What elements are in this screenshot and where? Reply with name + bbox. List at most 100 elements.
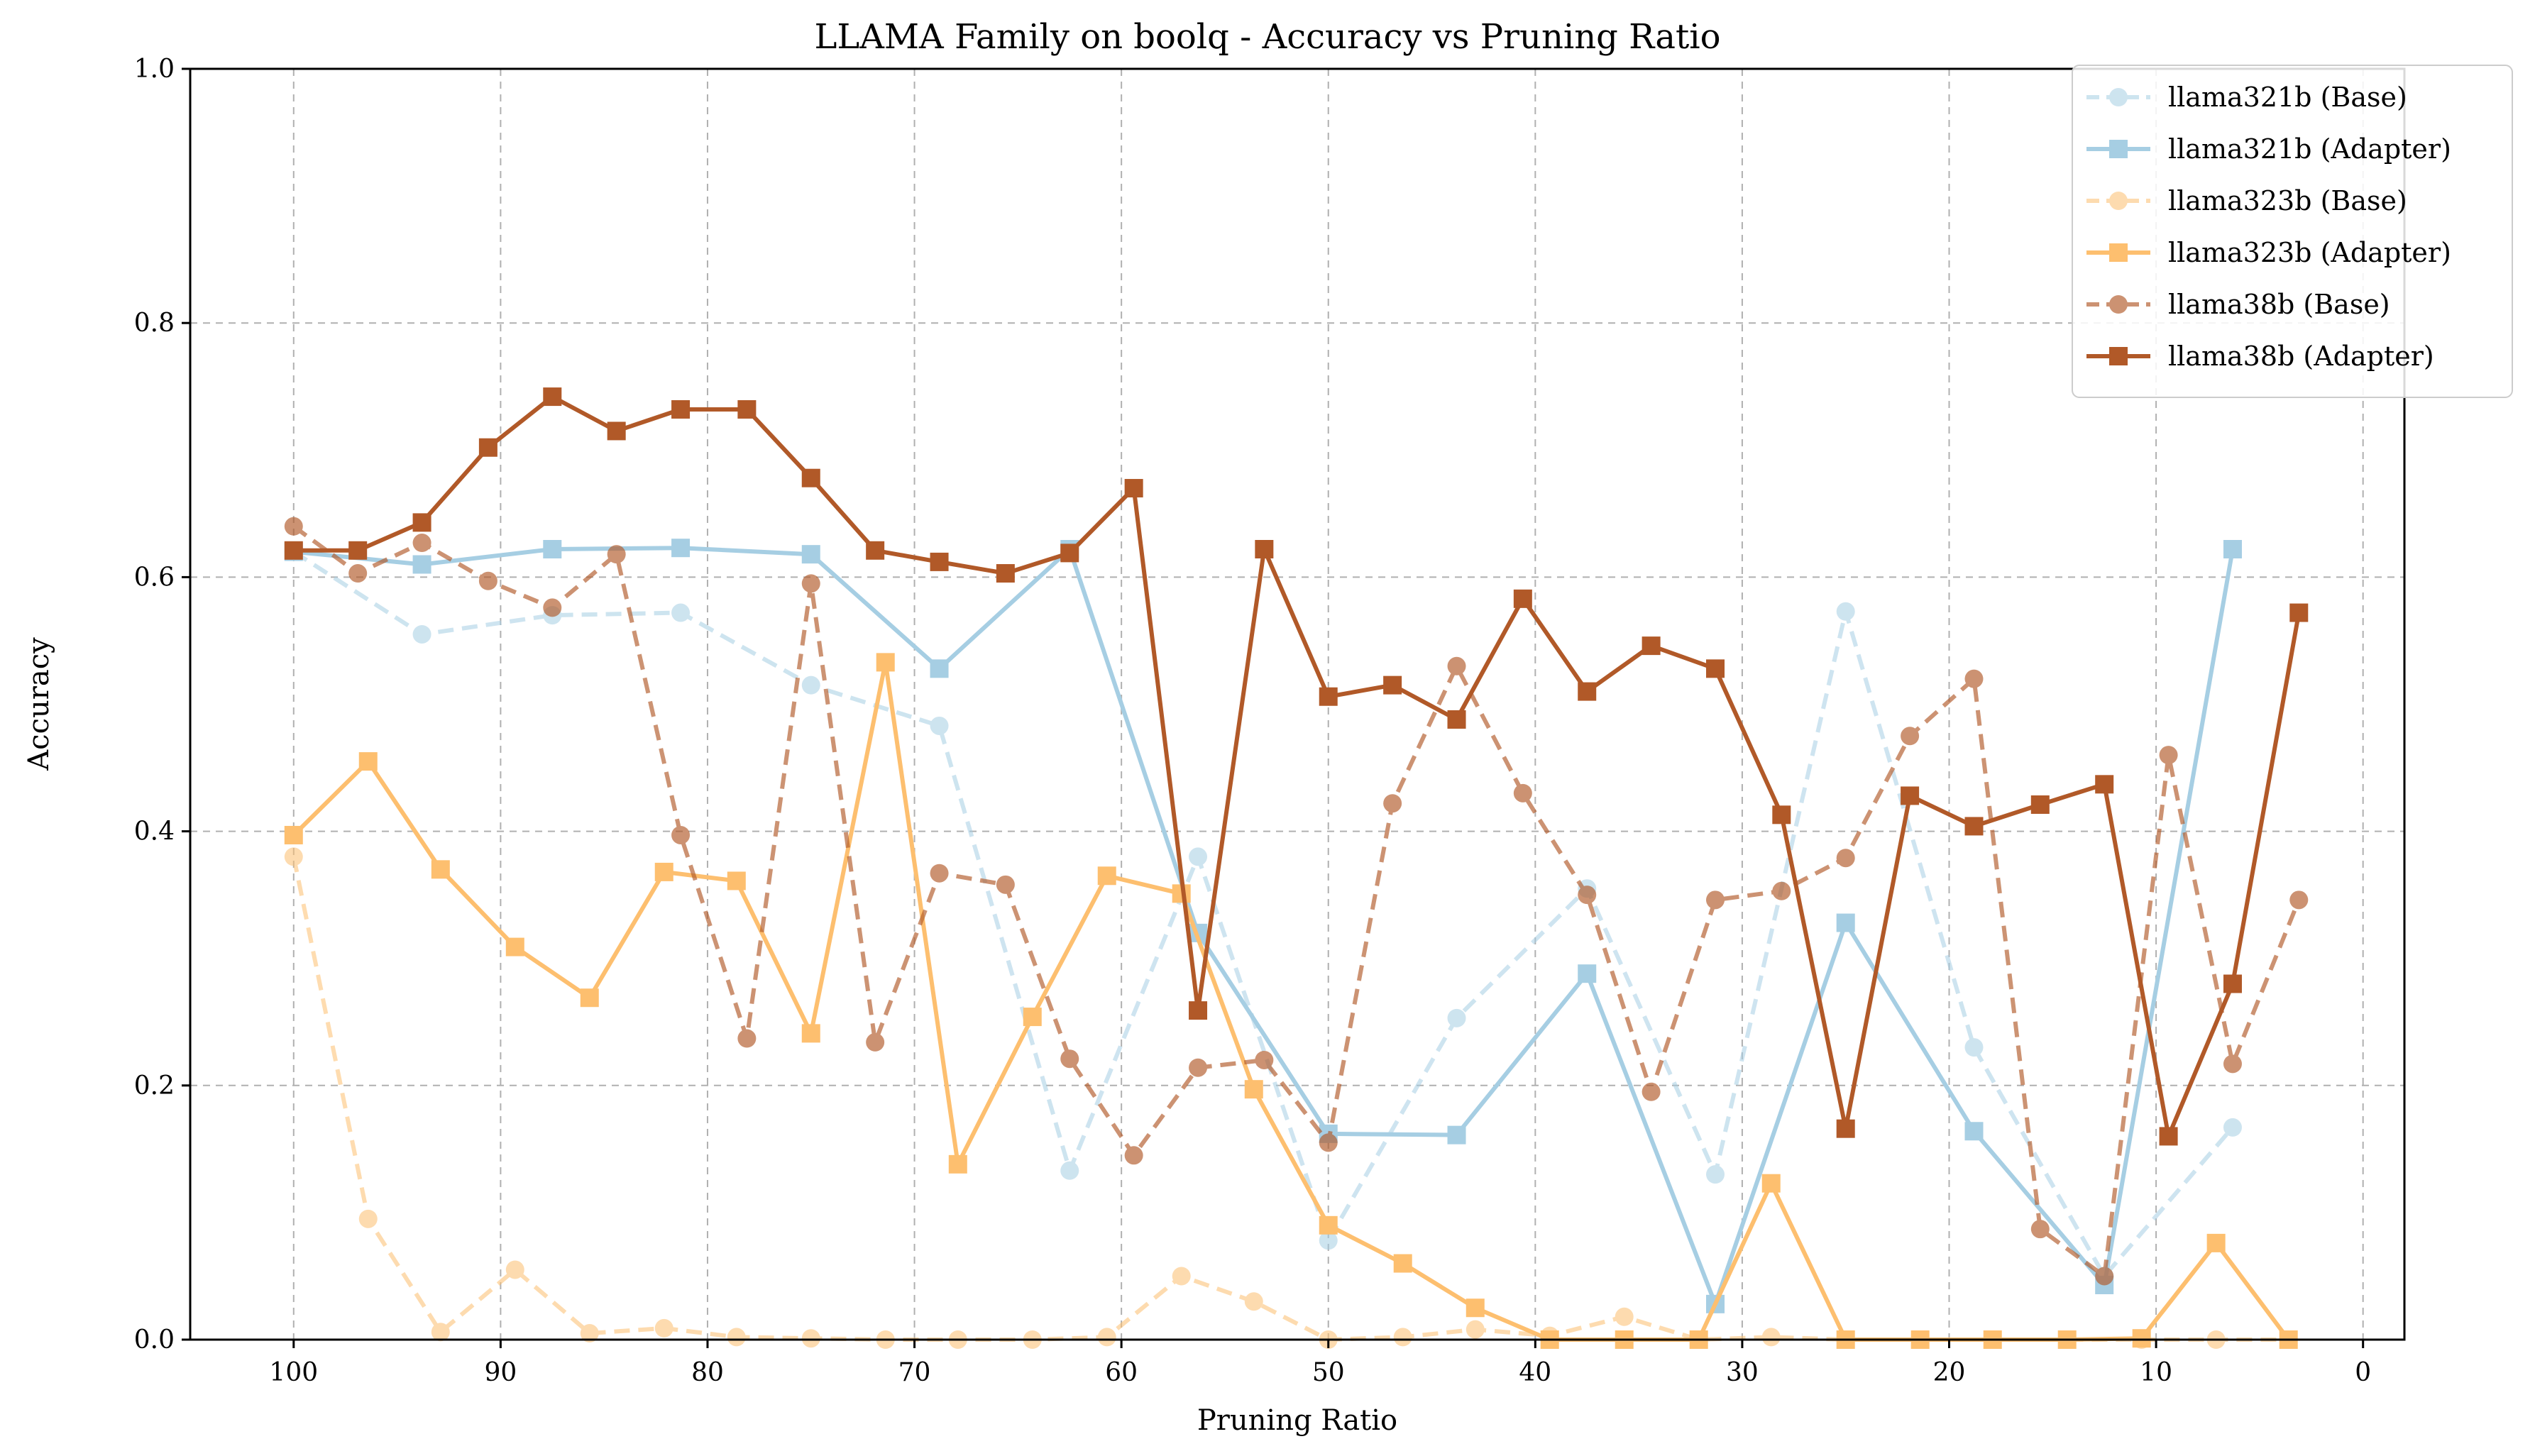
data-point bbox=[1578, 964, 1597, 983]
data-point bbox=[1383, 794, 1402, 813]
y-axis-label: Accuracy bbox=[23, 637, 55, 771]
series-llama38b-adapter bbox=[284, 387, 2309, 1146]
data-point bbox=[1255, 539, 1274, 558]
data-point bbox=[2223, 539, 2242, 558]
data-point bbox=[505, 1260, 524, 1279]
data-point bbox=[1393, 1328, 1412, 1347]
legend-marker bbox=[2109, 140, 2128, 158]
grid bbox=[190, 69, 2404, 1340]
legend-item bbox=[2086, 88, 2150, 106]
data-point bbox=[1097, 866, 1116, 886]
data-point bbox=[1964, 669, 1984, 688]
data-point bbox=[930, 552, 949, 571]
data-point bbox=[1642, 636, 1661, 656]
data-point bbox=[1466, 1298, 1485, 1318]
data-point bbox=[412, 624, 431, 644]
x-tick-label: 20 bbox=[1933, 1358, 1966, 1387]
x-tick-label: 60 bbox=[1105, 1358, 1138, 1387]
data-point bbox=[348, 541, 368, 560]
data-point bbox=[801, 1329, 820, 1348]
y-tick-label: 0.8 bbox=[134, 309, 175, 338]
data-point bbox=[1244, 1292, 1263, 1311]
y-tick-label: 0.6 bbox=[134, 563, 175, 592]
legend-marker bbox=[2109, 88, 2128, 106]
y-tick-label: 0.0 bbox=[134, 1325, 175, 1355]
data-point bbox=[2159, 1127, 2178, 1146]
data-point bbox=[654, 1318, 673, 1338]
x-tick-label: 100 bbox=[269, 1358, 318, 1387]
data-point bbox=[866, 541, 885, 560]
data-point bbox=[1097, 1328, 1116, 1347]
data-point bbox=[1706, 659, 1725, 678]
data-point bbox=[284, 825, 303, 844]
legend-item bbox=[2086, 140, 2150, 158]
data-point bbox=[1383, 675, 1402, 695]
legend-label: llama323b (Adapter) bbox=[2168, 237, 2451, 268]
legend-label: llama323b (Base) bbox=[2168, 185, 2407, 216]
data-point bbox=[2223, 974, 2242, 993]
data-point bbox=[2223, 1118, 2242, 1137]
series-llama321b-base bbox=[284, 542, 2242, 1286]
data-point bbox=[1319, 1133, 1338, 1152]
x-tick-label: 40 bbox=[1519, 1358, 1551, 1387]
data-point bbox=[737, 1029, 757, 1048]
data-point bbox=[930, 864, 949, 883]
x-tick-label: 80 bbox=[691, 1358, 724, 1387]
data-point bbox=[1836, 602, 1855, 621]
data-point bbox=[1124, 1146, 1143, 1165]
data-point bbox=[1124, 479, 1143, 498]
ticks: 100 90 80 70 60 50 40 30 20 10 00.00.20.40.60.81.0 bbox=[134, 55, 2371, 1387]
series-llama38b-base bbox=[284, 517, 2309, 1286]
data-point bbox=[1836, 1119, 1855, 1138]
data-point bbox=[2223, 1054, 2242, 1074]
data-point bbox=[1466, 1320, 1485, 1339]
legend-label: llama38b (Base) bbox=[2168, 289, 2390, 320]
x-tick-label: 90 bbox=[484, 1358, 517, 1387]
data-point bbox=[348, 564, 368, 583]
data-point bbox=[284, 517, 303, 536]
data-point bbox=[1189, 1058, 1208, 1077]
data-point bbox=[1772, 881, 1791, 900]
data-point bbox=[1578, 886, 1597, 905]
data-point bbox=[801, 675, 820, 695]
data-point bbox=[1836, 849, 1855, 868]
data-point bbox=[1060, 1161, 1079, 1180]
data-point bbox=[801, 1024, 820, 1043]
data-point bbox=[2289, 603, 2309, 622]
data-point bbox=[543, 598, 562, 617]
data-point bbox=[2030, 795, 2050, 814]
legend-label: llama321b (Adapter) bbox=[2168, 133, 2451, 165]
y-tick-label: 1.0 bbox=[134, 55, 175, 84]
data-point bbox=[1578, 682, 1597, 701]
data-point bbox=[1319, 1231, 1338, 1250]
series-line-llama38b-base bbox=[292, 524, 2302, 1279]
data-point bbox=[1393, 1254, 1412, 1273]
data-point bbox=[431, 860, 450, 879]
data-point bbox=[801, 574, 820, 593]
x-tick-label: 0 bbox=[2355, 1358, 2371, 1387]
data-point bbox=[1060, 544, 1079, 563]
data-point bbox=[1761, 1174, 1781, 1193]
data-point bbox=[412, 513, 431, 532]
y-tick-label: 0.4 bbox=[134, 817, 175, 846]
data-point bbox=[412, 534, 431, 553]
legend-item bbox=[2086, 347, 2150, 365]
data-point bbox=[412, 555, 431, 574]
data-point bbox=[1706, 890, 1725, 910]
data-point bbox=[996, 564, 1015, 583]
data-point bbox=[1319, 687, 1338, 706]
data-point bbox=[996, 875, 1015, 894]
data-point bbox=[1513, 783, 1532, 803]
data-point bbox=[2132, 1329, 2151, 1348]
data-point bbox=[801, 468, 820, 487]
data-point bbox=[1023, 1008, 1042, 1027]
data-point bbox=[1172, 1267, 1191, 1286]
x-axis-label: Pruning Ratio bbox=[1197, 1404, 1397, 1437]
data-point bbox=[737, 399, 757, 419]
series-layer bbox=[284, 387, 2309, 1349]
data-point bbox=[607, 545, 626, 564]
data-point bbox=[1447, 710, 1466, 729]
data-point bbox=[1964, 817, 1984, 836]
x-tick-label: 30 bbox=[1726, 1358, 1759, 1387]
data-point bbox=[1447, 1008, 1466, 1027]
